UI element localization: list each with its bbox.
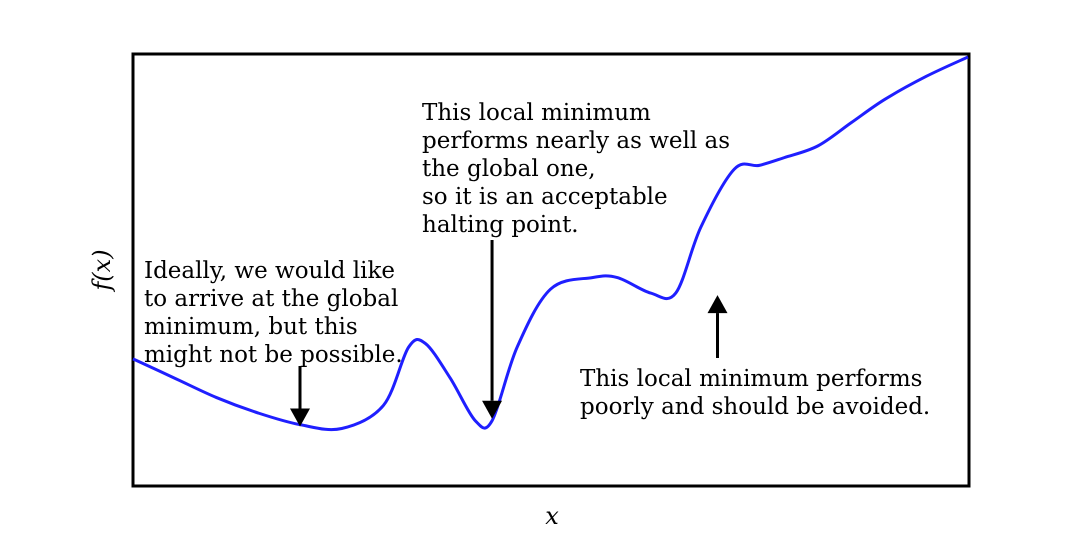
annotation-arrow-head xyxy=(290,408,310,427)
x-axis-label: x xyxy=(545,502,559,530)
annotation-line: so it is an acceptable xyxy=(422,184,668,210)
y-axis-label: f(x) xyxy=(88,249,116,292)
annotation-0: Ideally, we would like to arrive at the g… xyxy=(144,258,403,427)
annotation-1: This local minimum performs nearly as wel… xyxy=(422,100,730,419)
annotation-line: the global one, xyxy=(422,156,596,182)
annotation-line: might not be possible. xyxy=(144,342,403,368)
annotation-line: This local minimum performs xyxy=(580,366,922,392)
annotation-line: to arrive at the global xyxy=(144,286,398,312)
annotation-arrow-head xyxy=(707,295,728,314)
annotation-text: This local minimum performs nearly as wel… xyxy=(422,100,730,238)
annotation-arrow-head xyxy=(482,400,503,419)
annotation-2: This local minimum performs poorly and sh… xyxy=(580,295,930,420)
series-layer xyxy=(132,55,969,432)
annotation-line: minimum, but this xyxy=(144,314,358,340)
series-line-0 xyxy=(132,55,969,432)
annotation-line: This local minimum xyxy=(422,100,651,126)
annotation-line: poorly and should be avoided. xyxy=(580,394,930,420)
annotation-text: This local minimum performs poorly and sh… xyxy=(580,366,930,420)
annotation-line: performs nearly as well as xyxy=(422,128,730,154)
annotation-layer: Ideally, we would like to arrive at the g… xyxy=(144,100,930,427)
annotation-line: Ideally, we would like xyxy=(144,258,395,284)
plot-frame xyxy=(131,52,971,488)
annotation-line: halting point. xyxy=(422,212,579,238)
annotation-text: Ideally, we would like to arrive at the g… xyxy=(144,258,403,368)
